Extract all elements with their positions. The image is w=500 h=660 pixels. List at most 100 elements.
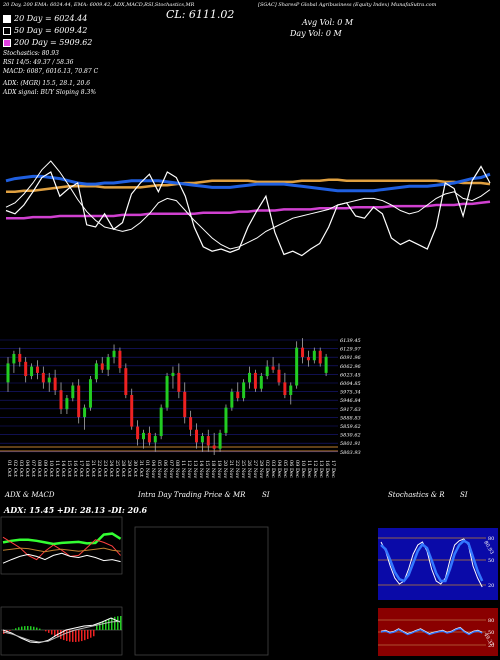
candle-body — [195, 429, 199, 443]
candle-body — [189, 417, 193, 430]
macd-histogram-bar — [9, 630, 11, 631]
date-tick-label: 01 Nov — [144, 460, 150, 478]
date-tick-label: 06 Nov — [162, 460, 168, 478]
date-tick-label: 25 Oct — [114, 460, 120, 477]
date-tick-label: 10 Dec — [300, 460, 306, 478]
candle-body — [141, 432, 145, 440]
price-line — [5, 165, 491, 257]
macd-histogram-bar — [51, 630, 53, 635]
macd-histogram-bar — [54, 630, 56, 637]
macd-readout: MACD: 6087, 6016.13, 70.87 C — [3, 68, 99, 75]
candle-body — [318, 350, 322, 364]
candle-body — [59, 390, 63, 410]
macd-histogram-bar — [111, 617, 113, 630]
candle-body — [112, 350, 116, 358]
macd-histogram-bar — [72, 630, 74, 642]
date-tick-label: 11 Nov — [180, 460, 186, 478]
candle-body — [65, 398, 69, 410]
candle-body — [83, 407, 87, 418]
candle-body — [224, 407, 228, 433]
date-tick-label: 17 Dec — [330, 460, 336, 478]
candle-body — [206, 436, 210, 446]
macd-histogram-bar — [30, 626, 32, 630]
date-tick-label: 09 Dec — [294, 460, 300, 478]
date-tick-label: 15 Oct — [66, 460, 72, 477]
price-level-label: 5917.63 — [340, 407, 361, 413]
date-tick-label: 05 Nov — [156, 460, 162, 478]
rsi-level-label: 20 — [488, 643, 494, 649]
candle-body — [306, 357, 310, 361]
adx-readout: ADX: (MGR) 15.5, 28.1, 20.6 — [3, 80, 91, 87]
date-tick-label: 30 Oct — [132, 460, 138, 477]
macd-histogram-bar — [36, 627, 38, 630]
date-tick-label: 27 Nov — [252, 460, 258, 478]
intraday-si-label: SI — [262, 491, 270, 499]
candle-body — [177, 372, 181, 392]
candle-body — [30, 366, 34, 377]
stochastics-panel — [378, 528, 498, 600]
rsi-readout: RSI 14/5: 49.37 / 58.36 — [3, 59, 74, 66]
candle-body — [136, 426, 140, 440]
date-tick-label: 26 Nov — [246, 460, 252, 478]
date-tick-label: 14 Nov — [198, 460, 204, 478]
sma200-swatch — [3, 39, 11, 47]
candle-body — [41, 372, 45, 383]
rsi-line — [380, 627, 483, 636]
date-tick-label: 02 Oct — [12, 460, 18, 477]
date-tick-label: 21 Nov — [228, 460, 234, 478]
intraday-panel-title: Intra Day Trading Price & MR — [138, 491, 246, 499]
date-tick-label: 22 Nov — [234, 460, 240, 478]
date-tick-label: 02 Dec — [264, 460, 270, 478]
stoch-level-label: 50 — [488, 558, 494, 564]
date-tick-label: 08 Oct — [36, 460, 42, 477]
price-level-label: 6091.96 — [340, 355, 361, 361]
macd-histogram-bar — [96, 624, 98, 630]
macd-histogram-bar — [57, 630, 59, 638]
date-tick-label: 04 Nov — [150, 460, 156, 478]
macd-histogram-bar — [87, 630, 89, 640]
candle-body — [212, 445, 216, 449]
sma200-line — [6, 178, 491, 194]
date-tick-label: 12 Nov — [186, 460, 192, 478]
date-tick-label: 10 Oct — [48, 460, 54, 477]
candle-body — [88, 379, 92, 408]
intraday-panel — [134, 526, 269, 656]
candle-body — [12, 353, 16, 364]
price-level-label: 5803.93 — [340, 450, 361, 456]
date-tick-label: 03 Oct — [18, 460, 24, 477]
candle-body — [35, 366, 39, 373]
macd-histogram-bar — [27, 626, 29, 630]
date-tick-label: 24 Oct — [108, 460, 114, 477]
candle-body — [230, 391, 234, 408]
candle-body — [277, 369, 281, 383]
date-tick-label: 23 Oct — [102, 460, 108, 477]
price-level-label: 5946.84 — [340, 398, 361, 404]
date-tick-label: 13 Dec — [318, 460, 324, 478]
candle-body — [147, 432, 151, 443]
candle-body — [183, 391, 187, 418]
macd-histogram-bar — [66, 630, 68, 641]
candle-body — [118, 350, 122, 369]
candle-body — [218, 432, 222, 449]
candle-body — [295, 347, 299, 386]
candle-body — [289, 385, 293, 395]
macd-histogram-bar — [63, 630, 65, 641]
date-tick-label: 04 Oct — [24, 460, 30, 477]
close-label: CL: 6111.02 — [166, 8, 235, 21]
macd-histogram-bar — [81, 630, 83, 642]
macd-histogram-bar — [24, 626, 26, 630]
adx-line — [2, 532, 122, 546]
date-tick-label: 15 Nov — [204, 460, 210, 478]
header-legend: 20 Day, 200 EMA: 6024.44, EMA: 6009.42, … — [3, 2, 195, 8]
date-tick-label: 04 Dec — [276, 460, 282, 478]
header-top-line: [SGAC] SharesP Global Agribusiness (Equi… — [258, 2, 437, 8]
date-tick-label: 19 Nov — [216, 460, 222, 478]
macd-histogram-bar — [114, 616, 116, 630]
candle-body — [236, 391, 240, 399]
sma20-line — [5, 160, 491, 250]
candle-body — [130, 395, 134, 427]
macd-histogram-bar — [84, 630, 86, 641]
stoch-panel-title: Stochastics & R — [388, 491, 445, 499]
macd-histogram-bar — [117, 616, 119, 630]
macd-histogram-bar — [15, 628, 17, 630]
